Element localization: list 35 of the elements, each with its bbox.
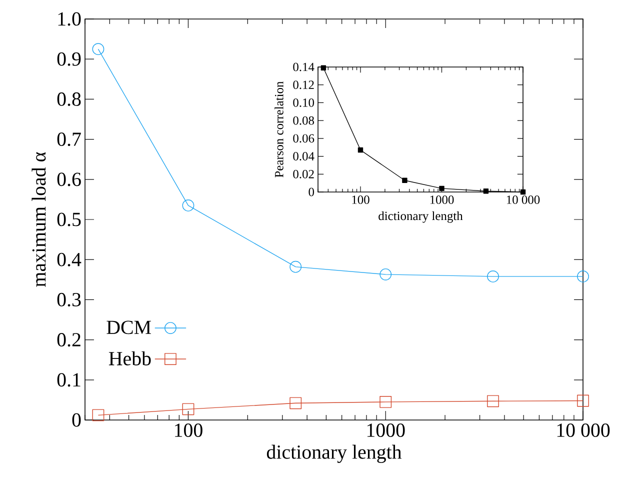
x-tick-label: 1000 [367,424,405,437]
legend-label: DCM [106,320,151,334]
y-tick-label: 1.0 [58,12,81,26]
y-axis-title: maximum load α [32,152,46,287]
y-tick-label: 0 [308,188,314,196]
x-axis-title: dictionary length [378,211,463,223]
point [320,65,326,70]
y-tick-label: 0.1 [57,373,80,387]
legend-label: Hebb [108,351,151,366]
y-tick-label: 0.06 [293,134,314,143]
y-tick-label: 0.14 [293,62,314,72]
x-tick-label: 10 000 [557,424,610,437]
y-tick-label: 0.02 [293,170,314,178]
y-tick-label: 0.3 [57,292,81,306]
x-tick-label: 100 [175,424,202,437]
x-tick-label: 100 [352,196,370,204]
y-tick-label: 0.12 [293,80,314,90]
y-tick-label: 0.08 [293,116,314,125]
point [520,189,526,195]
y-tick-label: 0.7 [57,132,81,146]
y-tick-label: 0.4 [57,252,82,266]
y-tick-label: 0.10 [293,98,314,107]
x-axis-title: dictionary length [266,444,402,463]
x-tick-label: 1000 [430,196,454,204]
y-tick-label: 0.6 [57,172,81,186]
y-tick-label: 0.8 [57,92,81,106]
x-tick-label: 10 000 [506,196,540,204]
y-tick-label: 0.04 [293,152,314,161]
y-tick-label: 0 [72,413,81,427]
y-axis-title: Pearson correlation [274,81,284,178]
point [439,186,444,192]
y-tick-label: 0.2 [57,333,80,347]
point [402,178,408,183]
y-tick-label: 0.5 [57,212,81,226]
y-tick-label: 0.9 [57,52,81,66]
